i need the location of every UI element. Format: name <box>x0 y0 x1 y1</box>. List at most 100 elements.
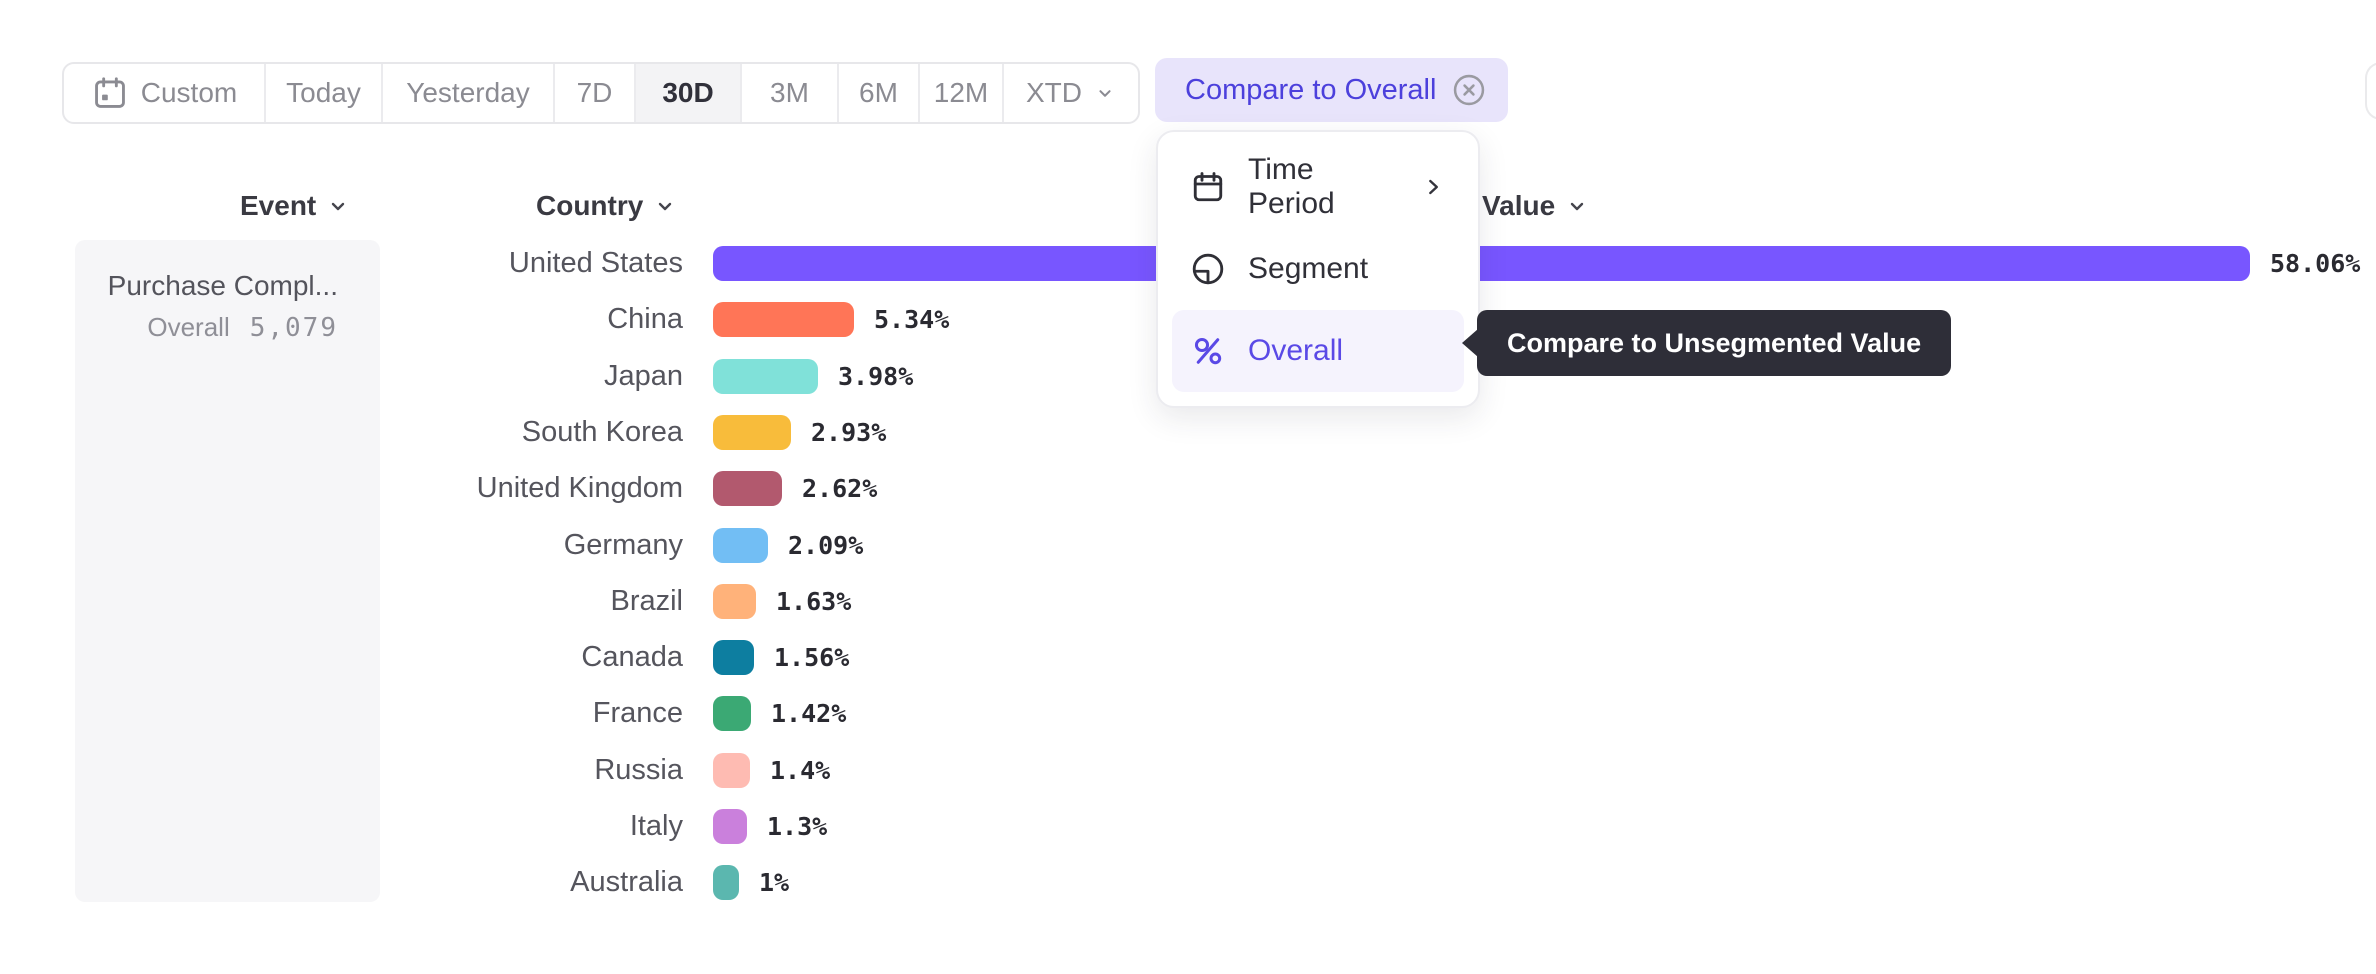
range-button-label: Yesterday <box>406 77 530 108</box>
column-header-event[interactable]: Event <box>240 186 350 226</box>
range-button-today[interactable]: Today <box>264 64 381 122</box>
calendar-icon <box>1190 169 1226 205</box>
chevron-down-icon <box>1565 194 1589 218</box>
range-button-30d[interactable]: 30D <box>634 64 740 122</box>
range-button-12m[interactable]: 12M <box>918 64 1002 122</box>
country-label: United States <box>508 247 683 279</box>
country-label: Japan <box>603 360 683 392</box>
chart-row: Canada 1.56% <box>0 640 2376 675</box>
compare-dropdown-menu: Time Period Segment Overall <box>1156 130 1480 408</box>
column-header-value-label: Value <box>1482 190 1556 221</box>
chart-row: Germany 2.09% <box>0 528 2376 563</box>
chart-row: Italy 1.3% <box>0 809 2376 844</box>
tooltip-text: Compare to Unsegmented Value <box>1507 328 1922 358</box>
range-button-label: 7D <box>576 77 613 108</box>
event-overall-label: Overall <box>147 312 230 342</box>
percent-icon <box>1190 333 1226 369</box>
chart-row: South Korea 2.93% <box>0 415 2376 450</box>
value-label: 1.42% <box>771 699 847 728</box>
menu-item-label: Overall <box>1248 334 1344 367</box>
bar[interactable] <box>713 809 747 844</box>
range-button-label: 6M <box>859 77 898 108</box>
range-button-custom[interactable]: Custom <box>64 64 264 122</box>
chevron-right-icon <box>1420 174 1446 200</box>
segment-icon <box>1190 251 1226 287</box>
tooltip: Compare to Unsegmented Value <box>1477 310 1952 376</box>
country-label: Canada <box>581 641 683 673</box>
bar[interactable] <box>713 471 782 506</box>
country-label: Germany <box>563 529 683 561</box>
range-button-6m[interactable]: 6M <box>837 64 918 122</box>
date-range-toolbar: Custom Today Yesterday 7D 30D 3M 6M 12M … <box>62 62 1140 124</box>
bar[interactable] <box>713 584 756 619</box>
calendar-icon <box>91 74 129 112</box>
chevron-down-icon <box>1094 82 1116 104</box>
chart-row: Japan 3.98% <box>0 359 2376 394</box>
range-button-xtd[interactable]: XTD <box>1002 64 1138 122</box>
value-label: 2.09% <box>788 531 864 560</box>
bar[interactable] <box>713 640 754 675</box>
bar[interactable] <box>713 302 854 337</box>
range-button-label: 12M <box>933 77 989 108</box>
menu-item-segment[interactable]: Segment <box>1172 228 1464 310</box>
value-label: 1.3% <box>767 812 828 841</box>
column-header-country[interactable]: Country <box>536 186 677 226</box>
range-button-label: Custom <box>140 77 238 108</box>
event-overall-value: 5,079 <box>249 313 338 343</box>
chart-row: Russia 1.4% <box>0 753 2376 788</box>
column-header-event-label: Event <box>240 190 317 221</box>
chart-row: France 1.42% <box>0 696 2376 731</box>
bar[interactable] <box>713 528 768 563</box>
range-button-7d[interactable]: 7D <box>553 64 634 122</box>
country-label: France <box>592 697 683 729</box>
column-header-country-label: Country <box>536 190 644 221</box>
bar[interactable] <box>713 865 739 900</box>
menu-item-time-period[interactable]: Time Period <box>1172 146 1464 228</box>
country-label: Italy <box>629 810 683 842</box>
bar[interactable] <box>713 415 791 450</box>
event-title: Purchase Compl... <box>107 270 338 301</box>
column-header-value[interactable]: Value <box>1482 186 1589 226</box>
bar[interactable] <box>713 696 751 731</box>
chart-row: Brazil 1.63% <box>0 584 2376 619</box>
chevron-down-icon <box>326 194 350 218</box>
value-label: 5.34% <box>874 305 950 334</box>
value-label: 1.63% <box>776 587 852 616</box>
value-label: 1% <box>759 868 790 897</box>
bar[interactable] <box>713 359 818 394</box>
menu-item-label: Segment <box>1248 252 1369 285</box>
country-label: South Korea <box>521 416 683 448</box>
compare-chip-label: Compare to Overall <box>1185 73 1437 106</box>
range-button-label: 3M <box>770 77 809 108</box>
value-label: 1.4% <box>770 756 831 785</box>
circle-x-icon[interactable] <box>1450 71 1488 109</box>
chevron-down-icon <box>653 194 677 218</box>
range-button-yesterday[interactable]: Yesterday <box>381 64 553 122</box>
country-label: Brazil <box>610 585 683 617</box>
value-label: 58.06% <box>2270 249 2361 278</box>
chart-row: China 5.34% <box>0 302 2376 337</box>
value-label: 1.56% <box>774 643 850 672</box>
chart-row: United States 58.06% <box>0 246 2376 281</box>
range-button-label: XTD <box>1026 77 1082 108</box>
chart-row: Australia 1% <box>0 865 2376 900</box>
country-label: United Kingdom <box>476 472 683 504</box>
bar[interactable] <box>713 753 750 788</box>
value-label: 3.98% <box>838 362 914 391</box>
compare-to-overall-chip[interactable]: Compare to Overall <box>1155 58 1509 122</box>
chart-row: United Kingdom 2.62% <box>0 471 2376 506</box>
bar[interactable] <box>713 246 2250 281</box>
value-label: 2.93% <box>811 418 887 447</box>
value-label: 2.62% <box>802 474 878 503</box>
menu-item-overall[interactable]: Overall <box>1172 310 1464 392</box>
range-button-label: Today <box>286 77 361 108</box>
event-card[interactable]: Purchase Compl... Overall 5,079 <box>75 240 380 902</box>
menu-item-label: Time Period <box>1248 153 1335 220</box>
country-label: Australia <box>570 866 683 898</box>
cut-off-button[interactable] <box>2365 62 2376 120</box>
range-button-label: 30D <box>662 77 714 108</box>
country-label: China <box>607 303 683 335</box>
range-button-3m[interactable]: 3M <box>740 64 837 122</box>
country-label: Russia <box>594 754 683 786</box>
